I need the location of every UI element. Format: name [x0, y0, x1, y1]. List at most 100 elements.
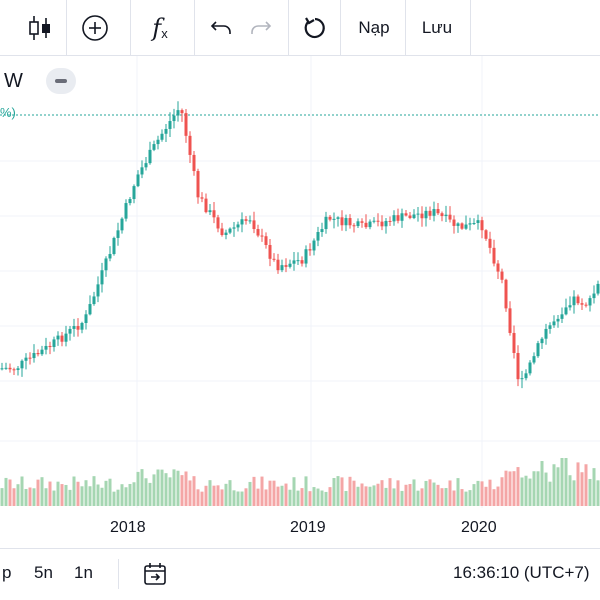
compare-button[interactable] — [70, 0, 120, 55]
volume-bar — [132, 482, 136, 506]
volume-bar — [504, 470, 508, 506]
volume-bar — [500, 477, 504, 506]
redo-button[interactable] — [242, 0, 280, 55]
candle-body — [488, 238, 492, 248]
candle-body — [48, 345, 52, 348]
candle-body — [260, 235, 264, 237]
candle-body — [232, 227, 236, 229]
volume-bar — [460, 489, 464, 506]
volume-bar — [332, 478, 336, 506]
chart-grid — [0, 56, 600, 508]
volume-bar — [572, 480, 576, 506]
volume-bar — [404, 484, 408, 506]
candle-body — [128, 199, 132, 204]
candle-body — [96, 284, 100, 297]
candle-body — [220, 228, 224, 235]
candle-body — [28, 357, 32, 359]
fx-label: f — [152, 13, 162, 42]
save-label: Lưu — [421, 17, 453, 37]
candle-body — [284, 265, 288, 267]
candle-body — [176, 110, 180, 116]
volume-bar — [432, 482, 436, 506]
volume-bar — [444, 488, 448, 506]
volume-bar — [384, 487, 388, 506]
volume-bar — [428, 479, 432, 506]
candle-body — [532, 356, 536, 363]
volume-bar — [152, 474, 156, 506]
volume-bar — [452, 490, 456, 506]
volume-bar — [488, 479, 492, 506]
volume-bar — [96, 484, 100, 506]
range-button-1y[interactable]: 1n — [74, 563, 93, 582]
candle-body — [256, 229, 260, 236]
candle-body — [276, 259, 280, 271]
toolbar-divider — [405, 0, 406, 55]
candle-body — [440, 213, 444, 217]
collapse-legend-button[interactable] — [46, 68, 76, 94]
volume-bar — [360, 483, 364, 506]
candle-body — [120, 218, 124, 231]
candle-body — [500, 271, 504, 280]
load-button[interactable]: Nạp — [348, 0, 400, 55]
fx-sub: x — [161, 26, 168, 41]
range-button-5y[interactable]: 5n — [34, 563, 53, 582]
candle-body — [272, 258, 276, 260]
candle-body — [252, 220, 256, 230]
candle-body — [172, 115, 176, 122]
volume-bar — [64, 484, 68, 506]
volume-bar — [296, 490, 300, 506]
candle-body — [268, 245, 272, 259]
volume-bar — [408, 484, 412, 506]
volume-bar — [256, 488, 260, 506]
range-button-partial[interactable]: p — [2, 563, 12, 582]
candle-body — [240, 219, 244, 225]
volume-bar — [84, 480, 88, 506]
candle-body — [528, 362, 532, 374]
candle-body — [456, 223, 460, 226]
volume-bar — [544, 472, 548, 506]
volume-bar — [520, 477, 524, 506]
save-button[interactable]: Lưu — [410, 0, 464, 55]
volume-bar — [420, 488, 424, 506]
candle-body — [584, 304, 588, 306]
undo-button[interactable] — [202, 0, 240, 55]
clock-timezone[interactable]: 16:36:10 (UTC+7) — [453, 563, 590, 582]
candle-body — [208, 210, 212, 213]
candle-body — [152, 144, 156, 150]
volume-bar — [60, 484, 64, 506]
volume-bar — [424, 480, 428, 506]
volume-bar — [564, 458, 568, 506]
volume-bar — [32, 488, 36, 506]
reset-button[interactable] — [294, 0, 336, 55]
volume-bar — [516, 467, 520, 506]
volume-bar — [400, 490, 404, 506]
candle-body — [180, 110, 184, 114]
volume-bar — [88, 486, 92, 506]
price-chart[interactable]: 2018 2019 2020 — [0, 56, 600, 548]
undo-icon — [210, 20, 231, 34]
chart-type-button[interactable] — [18, 0, 62, 55]
candle-body — [116, 230, 120, 238]
volume-bar — [528, 478, 532, 506]
candle-body — [520, 378, 524, 380]
volume-bar — [252, 476, 256, 506]
volume-bar — [120, 484, 124, 506]
volume-bar — [456, 478, 460, 506]
volume-bar — [196, 489, 200, 506]
volume-bar — [268, 480, 272, 506]
candle-body — [0, 368, 4, 370]
volume-bar — [232, 490, 236, 506]
candle-body — [336, 217, 340, 219]
volume-bar — [508, 471, 512, 506]
candlesticks — [0, 101, 600, 389]
volume-bar — [40, 477, 44, 506]
volume-bar — [212, 485, 216, 506]
volume-bar — [492, 489, 496, 506]
candle-body — [304, 249, 308, 264]
bottom-toolbar: p 5n 1n 16:36:10 (UTC+7) — [0, 548, 600, 600]
volume-bar — [576, 462, 580, 506]
goto-date-button[interactable] — [142, 561, 168, 592]
candle-body — [536, 343, 540, 357]
candle-body — [480, 220, 484, 231]
